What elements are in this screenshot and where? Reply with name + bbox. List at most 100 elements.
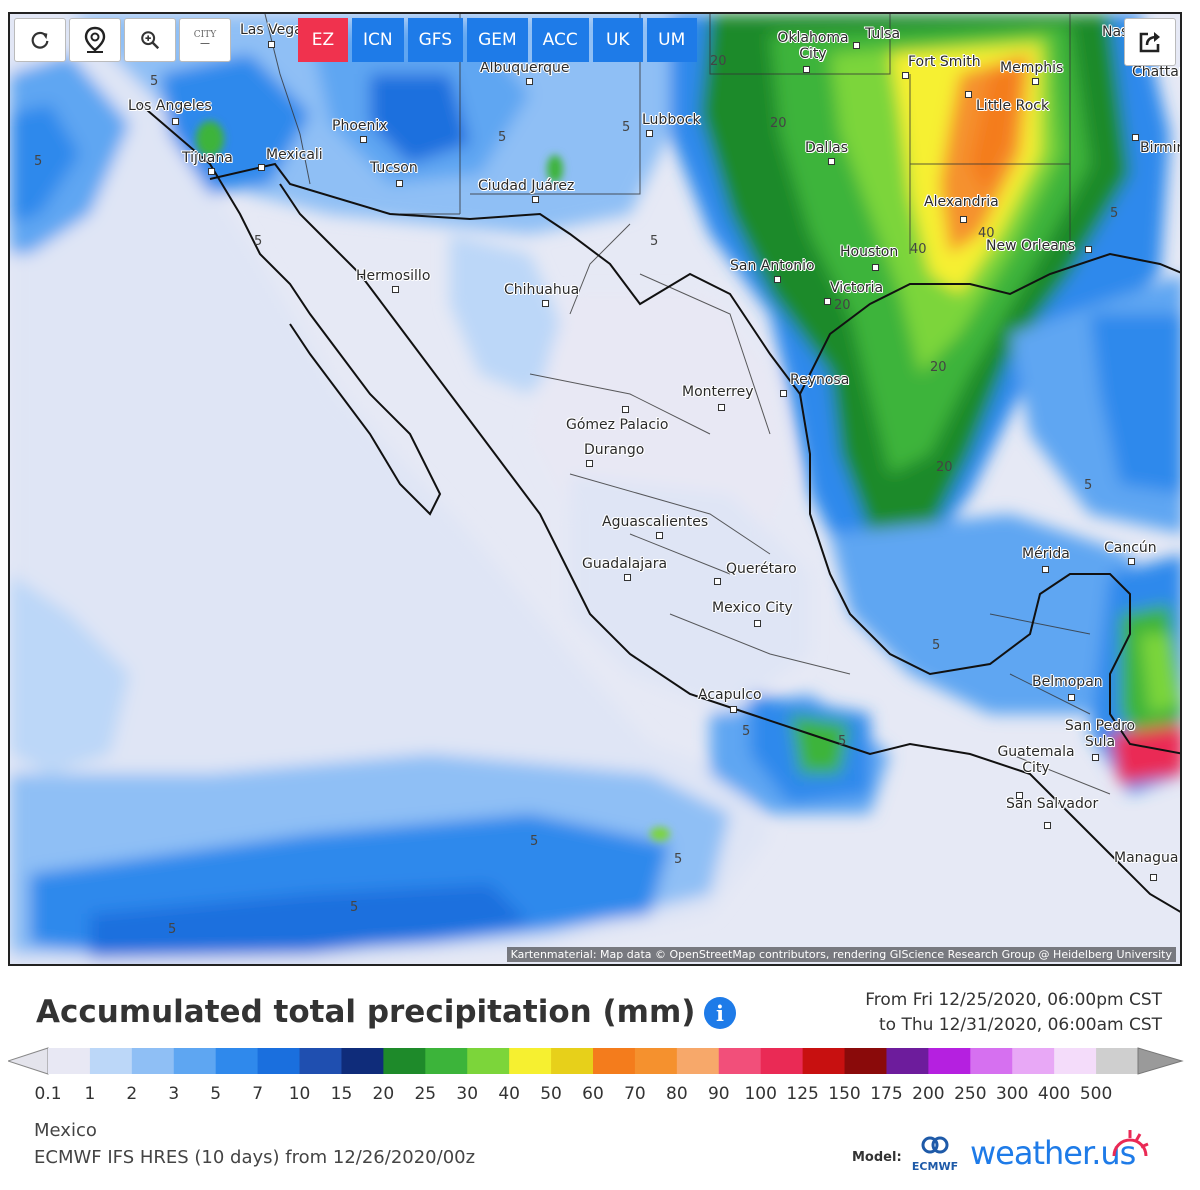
scale-swatch — [341, 1048, 384, 1074]
scale-label: 10 — [288, 1084, 311, 1104]
contour-label: 5 — [254, 234, 263, 249]
region-label: Mexico — [34, 1120, 97, 1141]
contour-label: 5 — [150, 74, 159, 89]
scale-label: 70 — [624, 1084, 646, 1104]
scale-label: 50 — [540, 1084, 562, 1104]
city-toggle-button[interactable]: CITY — — [179, 18, 231, 62]
zoom-in-icon — [141, 31, 160, 50]
city-label: Managua — [1114, 850, 1179, 866]
scale-label: 150 — [828, 1084, 861, 1104]
map-attribution: Kartenmaterial: Map data © OpenStreetMap… — [506, 947, 1176, 962]
contour-label: 5 — [1110, 206, 1119, 221]
city-label: Tulsa — [865, 26, 901, 42]
contour-label: 20 — [710, 54, 727, 69]
map-toolbar: CITY — — [14, 18, 231, 62]
weather-us-logo[interactable]: weather.us — [970, 1130, 1149, 1172]
scale-arrow-high — [1137, 1047, 1184, 1075]
scale-label: 400 — [1037, 1084, 1071, 1104]
tab-model-ez[interactable]: EZ — [298, 18, 348, 62]
city-label: Mexico City — [712, 600, 793, 616]
legend-title: Accumulated total precipitation (mm) — [36, 994, 696, 1030]
time-from: From Fri 12/25/2020, 06:00pm CST — [865, 990, 1162, 1010]
contour-label: 5 — [498, 130, 507, 145]
city-label: Mérida — [1022, 546, 1070, 562]
scale-label: 250 — [954, 1084, 987, 1104]
city-label: Belmopan — [1032, 674, 1103, 690]
city-label: Albuquerque — [480, 60, 570, 76]
city-label: Alexandria — [924, 194, 999, 210]
city-label: Ciudad Juárez — [478, 178, 575, 194]
refresh-button[interactable] — [14, 18, 66, 62]
precipitation-map[interactable]: Las Vegas Albuquerque Oklahoma City Tuls… — [8, 12, 1182, 966]
refresh-icon — [31, 31, 49, 49]
tab-model-gfs[interactable]: GFS — [407, 18, 464, 62]
location-pin-icon — [84, 26, 106, 53]
city-label: Dallas — [805, 140, 849, 156]
tab-model-uk[interactable]: UK — [592, 18, 643, 62]
city-label: Tucson — [370, 160, 418, 176]
contour-label: 5 — [350, 900, 359, 915]
city-label: Gómez Palacio — [566, 417, 669, 433]
share-button[interactable] — [1124, 18, 1176, 66]
scale-swatch — [844, 1048, 887, 1074]
scale-label: 40 — [498, 1084, 520, 1104]
scale-swatch — [593, 1048, 636, 1074]
scale-swatch — [718, 1048, 762, 1074]
city-label: Aguascalientes — [602, 514, 709, 530]
sun-icon — [1112, 1130, 1149, 1157]
time-range: From Fri 12/25/2020, 06:00pm CST to Thu … — [865, 988, 1162, 1038]
city-label: Los Angeles — [128, 98, 212, 114]
city-label: Guadalajara — [582, 556, 668, 572]
city-label: Acapulco — [698, 687, 762, 703]
city-label: Birmingham — [1140, 140, 1180, 156]
city-label: Fort Smith — [908, 54, 981, 70]
scale-swatch — [299, 1048, 342, 1074]
ecmwf-logo[interactable]: ECMWF — [905, 1136, 965, 1180]
city-label: Guatemala City — [997, 744, 1075, 776]
scale-swatch — [215, 1048, 259, 1074]
city-label: Tijuana — [182, 150, 233, 166]
time-to: to Thu 12/31/2020, 06:00am CST — [878, 1015, 1162, 1035]
city-toggle-strike-icon: — — [200, 39, 210, 49]
contour-label: 40 — [978, 226, 995, 241]
city-label: Chihuahua — [504, 282, 580, 298]
contour-label: 5 — [932, 638, 941, 653]
model-tabs: EZ ICN GFS GEM ACC UK UM — [298, 18, 697, 62]
share-icon — [1139, 32, 1160, 53]
scale-label: 15 — [330, 1084, 353, 1104]
contour-label: 5 — [530, 834, 539, 849]
scale-swatch — [676, 1048, 720, 1074]
scale-swatch — [760, 1048, 804, 1074]
city-label: San Antonio — [730, 258, 815, 274]
info-icon[interactable]: i — [704, 997, 736, 1029]
tab-model-um[interactable]: UM — [646, 18, 697, 62]
city-label: Hermosillo — [356, 268, 431, 284]
tab-model-icn[interactable]: ICN — [352, 18, 404, 62]
scale-label: 90 — [707, 1084, 730, 1104]
scale-label: 25 — [414, 1084, 437, 1104]
contour-label: 40 — [910, 242, 927, 257]
city-label: Oklahoma City — [777, 30, 849, 62]
map-canvas — [10, 14, 1180, 964]
contour-label: 20 — [834, 298, 851, 313]
scale-label: 200 — [912, 1084, 945, 1104]
scale-swatch — [173, 1048, 217, 1074]
city-label: Phoenix — [332, 118, 388, 134]
city-label: Chattanooga — [1132, 64, 1180, 80]
zoom-button[interactable] — [124, 18, 176, 62]
locate-button[interactable] — [69, 18, 121, 62]
contour-label: 5 — [1084, 478, 1093, 493]
scale-label: 7 — [252, 1084, 264, 1104]
contour-label: 5 — [674, 852, 683, 867]
city-label: Memphis — [1000, 60, 1064, 76]
city-label: Lubbock — [642, 112, 701, 128]
contour-label: 5 — [168, 922, 177, 937]
tab-model-gem[interactable]: GEM — [467, 18, 528, 62]
scale-label: 500 — [1079, 1084, 1113, 1104]
ecmwf-logo-icon — [921, 1136, 949, 1154]
city-toggle-label: CITY — [193, 30, 217, 40]
scale-label: 1 — [84, 1084, 96, 1104]
scale-swatch — [425, 1048, 468, 1074]
scale-swatch — [886, 1048, 929, 1074]
tab-model-acc[interactable]: ACC — [531, 18, 589, 62]
